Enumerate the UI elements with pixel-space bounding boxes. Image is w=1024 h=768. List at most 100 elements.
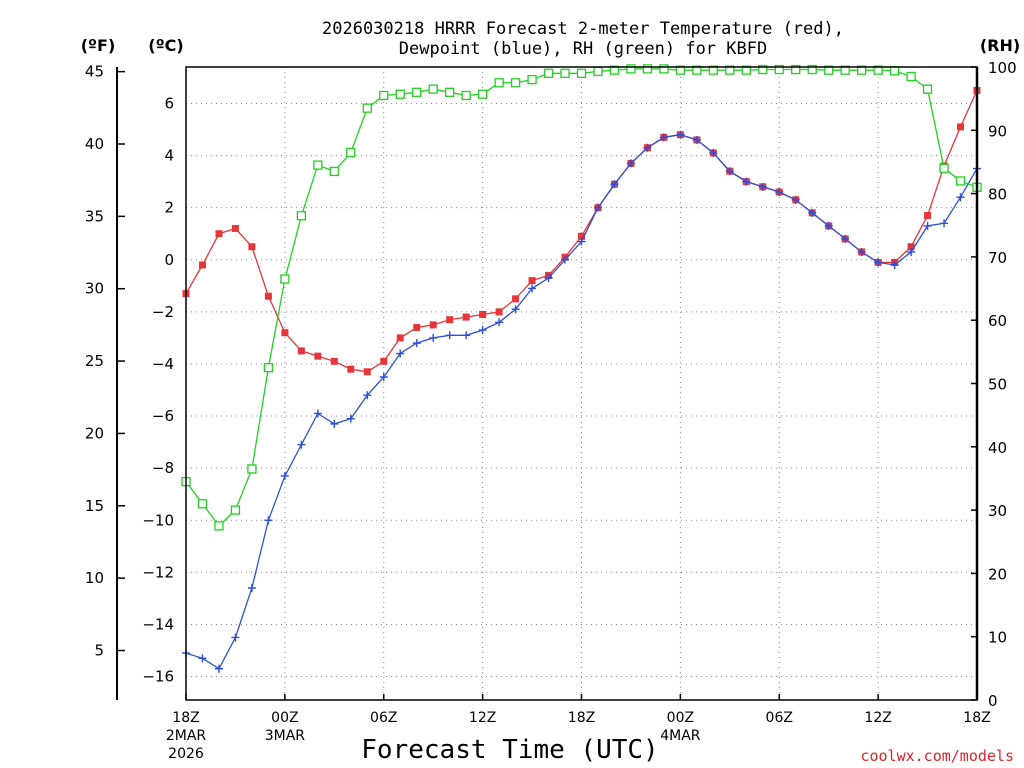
rh-point — [247, 464, 257, 474]
temperature-point — [314, 352, 322, 360]
plot-border — [185, 66, 978, 701]
fahrenheit-tick-label: 30 — [85, 280, 104, 298]
celsius-tick-label: −8 — [152, 459, 174, 477]
dewpoint-point — [758, 182, 767, 191]
rh-point — [329, 166, 339, 177]
rh-point — [708, 65, 718, 75]
axes: −16 −14 −12 −10 −8 −6 −4 −2 0 2 4 6 5 10 15 20 25 30 35 40 4… — [85, 59, 1017, 762]
temperature-point — [446, 316, 454, 324]
dewpoint-point — [264, 516, 273, 525]
rh-point — [758, 64, 768, 75]
rh-tick-label: 90 — [988, 122, 1007, 140]
temperature-point — [363, 368, 371, 376]
rh-point — [461, 90, 471, 101]
chart-title-line-2: Dewpoint (blue), RH (green) for KBFD — [399, 39, 767, 59]
dewpoint-point — [742, 177, 751, 186]
temperature-point — [297, 347, 305, 355]
x-tick-label: 12Z — [469, 710, 496, 726]
rh-tick-label: 30 — [988, 502, 1007, 520]
x-tick-label: 4MAR — [660, 728, 701, 744]
x-tick-label: 2026 — [168, 746, 204, 762]
dewpoint-point — [956, 193, 965, 202]
dewpoint-point — [247, 583, 256, 592]
rh-point — [395, 89, 405, 99]
dewpoint-point — [429, 333, 438, 342]
rh-point — [560, 68, 570, 78]
gridlines — [186, 67, 977, 700]
temperature-point — [347, 365, 355, 373]
temperature-point — [231, 225, 239, 233]
rh-point — [494, 78, 504, 88]
celsius-tick-label: 2 — [164, 199, 174, 217]
x-tick-label: 18Z — [963, 710, 990, 726]
rh-point — [527, 75, 537, 85]
celsius-tick-label: −6 — [152, 407, 174, 425]
rh-tick-label: 40 — [988, 439, 1007, 457]
site-credit: coolwx.com/models — [860, 747, 1014, 765]
x-tick-label: 3MAR — [265, 728, 306, 744]
temperature-point — [413, 323, 421, 331]
rh-point — [659, 64, 669, 74]
rh-point — [626, 64, 636, 74]
rh-point — [214, 521, 224, 531]
rh-tick-label: 0 — [988, 692, 998, 710]
dewpoint-point — [626, 159, 635, 168]
dewpoint-point — [824, 221, 833, 230]
celsius-unit-label: (ºC) — [148, 36, 183, 55]
dewpoint-point — [890, 260, 899, 269]
x-tick-label: 06Z — [766, 710, 793, 726]
dewpoint-point — [462, 331, 471, 340]
rh-point — [197, 499, 208, 509]
dewpoint-point — [725, 167, 734, 176]
fahrenheit-tick-label: 10 — [85, 569, 104, 587]
rh-point — [428, 84, 438, 94]
rh-point — [296, 211, 307, 221]
rh-tick-label: 20 — [988, 565, 1007, 583]
temperature-point — [957, 123, 965, 131]
rh-tick-label: 100 — [988, 59, 1017, 77]
fahrenheit-unit-label: (ºF) — [81, 36, 116, 55]
rh-unit-label: (RH) — [980, 36, 1020, 55]
temperature-point — [578, 232, 585, 240]
rh-point — [593, 66, 603, 77]
dewpoint-point — [676, 130, 685, 139]
rh-tick-label: 10 — [988, 629, 1007, 647]
temperature-point — [198, 261, 206, 269]
dewpoint-point — [610, 180, 619, 189]
celsius-tick-label: −4 — [152, 355, 174, 373]
rh-point — [873, 65, 883, 75]
x-tick-label: 00Z — [271, 710, 298, 726]
dewpoint-point — [198, 654, 207, 663]
dewpoint-point — [659, 133, 668, 142]
rh-point — [725, 65, 735, 75]
temperature-point — [429, 321, 437, 329]
x-tick-label: 2MAR — [166, 728, 207, 744]
dewpoint-point — [692, 135, 701, 144]
dewpoint-point — [577, 237, 586, 246]
temperature-point — [528, 277, 536, 285]
rh-tick-label: 70 — [988, 249, 1007, 267]
rh-point — [741, 65, 751, 75]
rh-point — [692, 65, 702, 75]
dewpoint-point — [544, 274, 553, 282]
fahrenheit-tick-label: 5 — [94, 642, 104, 660]
dewpoint-point — [841, 234, 850, 243]
rh-point — [955, 176, 966, 186]
temperature-point — [215, 230, 223, 238]
temperature-point — [330, 357, 338, 365]
rh-point — [774, 64, 784, 75]
temperature-point — [281, 329, 289, 337]
celsius-tick-label: 4 — [164, 147, 174, 165]
rh-point — [791, 64, 801, 75]
rh-point — [510, 78, 521, 88]
dewpoint-point — [808, 208, 817, 217]
temperature-point — [479, 310, 487, 318]
rh-point — [576, 68, 587, 78]
plot-frame — [185, 66, 979, 701]
celsius-tick-label: 6 — [164, 94, 174, 112]
rh-point — [609, 65, 620, 75]
fahrenheit-tick-label: 25 — [85, 352, 104, 370]
rh-point — [230, 505, 241, 515]
rh-point — [477, 89, 488, 99]
